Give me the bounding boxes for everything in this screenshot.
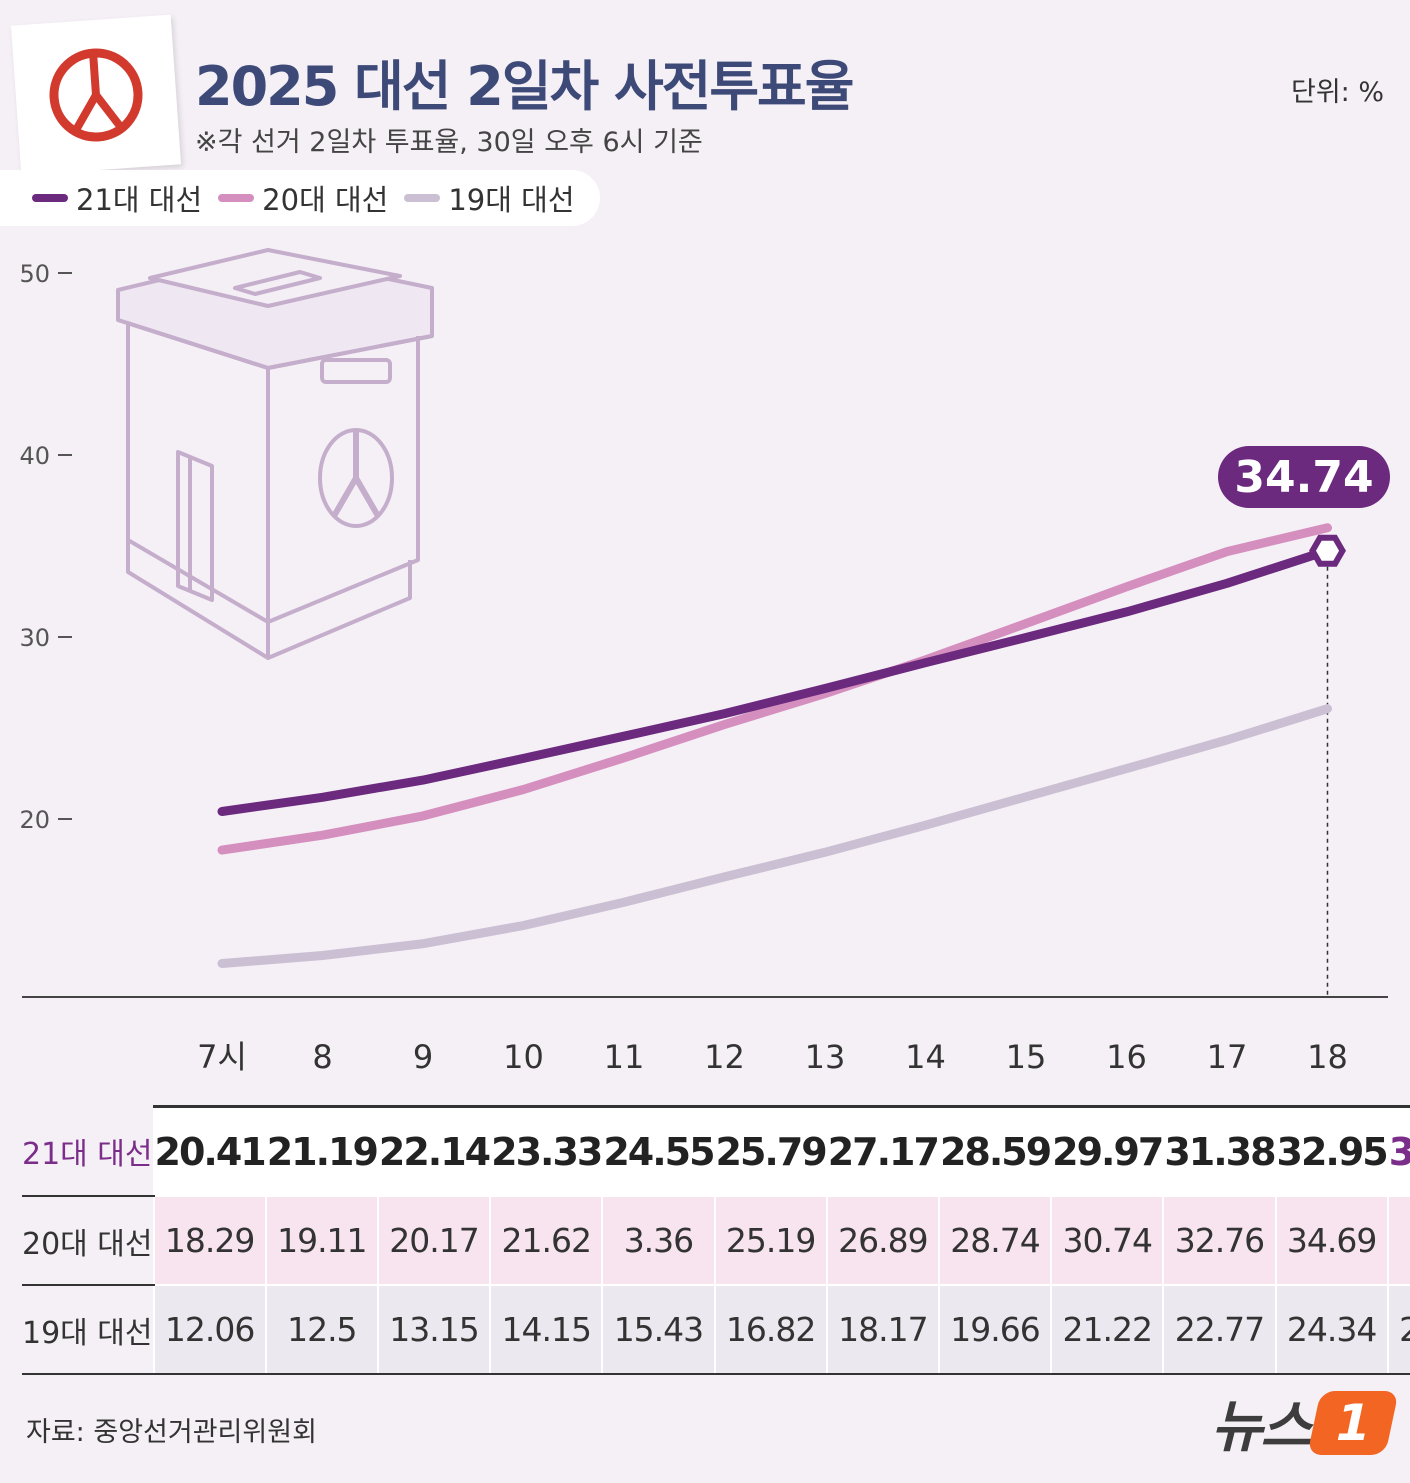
table-cell: 21.19 [264, 1105, 379, 1196]
table-cell: 12.06 [152, 1284, 266, 1375]
ballot-box-illustration [116, 248, 434, 660]
callout-value: 34.74 [1234, 452, 1373, 503]
table-cell: 34.69 [1274, 1195, 1388, 1285]
table-cell: 24.34 [1274, 1284, 1388, 1375]
legend-item-20: 20대 대선 [218, 177, 388, 219]
x-tick-label: 7시 [197, 1038, 247, 1076]
table-cell: 25.79 [713, 1105, 828, 1196]
x-tick-label: 15 [1006, 1038, 1047, 1076]
endpoint-hexagon [1309, 534, 1346, 567]
table-row: 19대 대선 12.06 12.5 13.15 14.15 15.43 16.8… [22, 1284, 1410, 1375]
table-cell: 28.59 [937, 1105, 1052, 1196]
row-label: 19대 대선 [22, 1285, 154, 1375]
table-cell: 21.62 [489, 1195, 603, 1285]
callout-badge: 34.74 [1218, 446, 1390, 508]
table-cell: 31.38 [1162, 1105, 1277, 1196]
table-cell: 34.74 [1386, 1105, 1410, 1196]
series-lines [217, 523, 1332, 968]
legend-label: 21대 대선 [76, 183, 203, 217]
legend-label: 20대 대선 [262, 183, 389, 217]
table-cell: 20.17 [376, 1195, 491, 1285]
legend-item-19: 19대 대선 [404, 177, 575, 219]
series-line-1 [217, 523, 1332, 855]
table-cell: 27.17 [825, 1105, 940, 1196]
table-cell: 22.14 [376, 1105, 491, 1196]
page-subtitle: ※각 선거 2일차 투표율, 30일 오후 6시 기준 [195, 127, 703, 158]
table-cell: 29.97 [1050, 1105, 1164, 1196]
chart-legend: 21대 대선 20대 대선 19대 대선 [0, 170, 600, 226]
line-chart: 20 30 40 50 7시 8 9 10 11 12 13 14 15 16 17 18 34.74 [19, 248, 1390, 1076]
row-label: 21대 대선 [22, 1106, 154, 1197]
x-tick-label: 8 [312, 1038, 332, 1076]
table-cell: 19.11 [264, 1195, 378, 1285]
table-cell: 13.15 [376, 1284, 491, 1375]
x-tick-label: 13 [805, 1038, 846, 1076]
page-title: 2025 대선 2일차 사전투표율 [195, 55, 854, 118]
endpoint-marker [1309, 534, 1346, 567]
legend-swatch [32, 194, 68, 202]
table-cell: 36.0 [1386, 1195, 1410, 1285]
table-cell: 18.29 [152, 1195, 266, 1285]
data-table: 21대 대선 20.41 21.19 22.14 23.33 24.55 25.… [22, 1105, 1410, 1375]
table-cell: 28.74 [937, 1195, 1052, 1285]
table-cell: 15.43 [601, 1284, 715, 1375]
y-axis: 20 30 40 50 [19, 260, 72, 834]
table-cell: 32.95 [1274, 1105, 1389, 1196]
table-cell: 23.33 [489, 1105, 603, 1196]
y-tick-label: 30 [19, 624, 50, 652]
table-row: 20대 대선 18.29 19.11 20.17 21.62 3.36 25.1… [22, 1195, 1410, 1286]
y-tick-label: 40 [19, 442, 50, 470]
ballot-stamp-card [10, 14, 182, 176]
row-label: 20대 대선 [22, 1196, 154, 1286]
series-line-2 [217, 704, 1332, 968]
y-tick-label: 50 [19, 260, 50, 288]
unit-label: 단위: % [1290, 77, 1384, 108]
table-cell: 32.76 [1162, 1195, 1276, 1285]
legend-swatch [218, 194, 255, 202]
x-axis-labels: 7시 8 9 10 11 12 13 14 15 16 17 18 [197, 1038, 1348, 1076]
source-note: 자료: 중앙선거관리위원회 [26, 1417, 317, 1448]
table-cell: 16.82 [713, 1284, 827, 1375]
table-cell: 25.19 [713, 1195, 827, 1285]
x-tick-label: 18 [1307, 1038, 1348, 1076]
table-cell: 24.55 [601, 1105, 716, 1196]
x-tick-label: 17 [1207, 1038, 1248, 1076]
x-tick-label: 12 [704, 1038, 745, 1076]
legend-swatch [404, 194, 441, 202]
table-row: 21대 대선 20.41 21.19 22.14 23.33 24.55 25.… [22, 1105, 1410, 1197]
legend-item-21: 21대 대선 [32, 177, 202, 219]
news1-logo: 뉴스 1 [1210, 1382, 1399, 1463]
y-tick-label: 20 [19, 806, 50, 834]
table-cell: 26.06 [1386, 1284, 1410, 1375]
x-tick-label: 14 [905, 1038, 946, 1076]
table-cell: 19.66 [937, 1284, 1052, 1375]
brand-mark: 1 [1307, 1390, 1399, 1455]
x-tick-label: 11 [604, 1038, 645, 1076]
table-cell: 3.36 [601, 1195, 715, 1285]
series-line-0 [217, 546, 1332, 816]
table-cell: 18.17 [825, 1284, 939, 1375]
table-cell: 20.41 [152, 1105, 267, 1196]
brand-text: 뉴스 [1210, 1395, 1312, 1460]
table-cell: 14.15 [489, 1284, 603, 1375]
table-cell: 22.77 [1162, 1284, 1276, 1375]
table-cell: 21.22 [1050, 1284, 1164, 1375]
x-tick-label: 16 [1106, 1038, 1147, 1076]
legend-label: 19대 대선 [448, 183, 575, 217]
table-cell: 30.74 [1050, 1195, 1164, 1285]
table-cell: 12.5 [264, 1284, 378, 1375]
callout-background [1218, 446, 1390, 508]
table-cell: 26.89 [825, 1195, 939, 1285]
x-tick-label: 9 [413, 1038, 433, 1076]
x-tick-label: 10 [503, 1038, 544, 1076]
vote-stamp-icon [49, 48, 143, 142]
